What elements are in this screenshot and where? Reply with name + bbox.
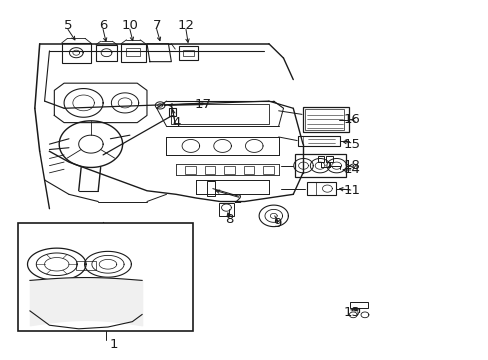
Text: 14: 14 <box>343 163 360 176</box>
Bar <box>294 154 345 177</box>
Text: 17: 17 <box>194 98 211 111</box>
Bar <box>126 48 140 55</box>
Bar <box>349 302 367 309</box>
Bar <box>303 107 348 132</box>
Text: 3: 3 <box>62 278 71 291</box>
Text: 15: 15 <box>343 138 360 150</box>
Text: 2: 2 <box>234 193 243 206</box>
Text: 13: 13 <box>343 306 360 319</box>
Bar <box>168 108 175 116</box>
Text: 7: 7 <box>152 19 161 32</box>
Text: 16: 16 <box>343 113 360 126</box>
Bar <box>263 166 273 174</box>
Bar <box>326 156 332 162</box>
Bar <box>305 109 344 130</box>
Text: 9: 9 <box>273 216 281 230</box>
Bar <box>76 261 96 270</box>
Bar <box>306 182 335 195</box>
Bar <box>178 45 198 60</box>
Bar <box>298 136 339 146</box>
Text: 6: 6 <box>99 19 107 32</box>
Bar <box>184 166 195 174</box>
Bar <box>243 166 254 174</box>
Text: 10: 10 <box>121 19 138 32</box>
Bar <box>317 156 324 162</box>
Bar <box>182 50 194 56</box>
Bar <box>121 44 145 62</box>
Bar <box>224 166 234 174</box>
Bar <box>96 45 117 60</box>
Bar <box>61 43 91 63</box>
Text: 8: 8 <box>224 213 233 226</box>
Bar <box>207 181 215 196</box>
Text: 18: 18 <box>343 159 360 172</box>
Text: 1: 1 <box>110 338 118 351</box>
Text: 12: 12 <box>177 19 194 32</box>
Text: 4: 4 <box>172 116 180 129</box>
Text: 5: 5 <box>63 19 72 32</box>
Bar <box>171 104 268 125</box>
Bar <box>219 203 233 216</box>
Text: 11: 11 <box>343 184 360 197</box>
Bar <box>18 223 193 330</box>
Bar <box>204 166 215 174</box>
